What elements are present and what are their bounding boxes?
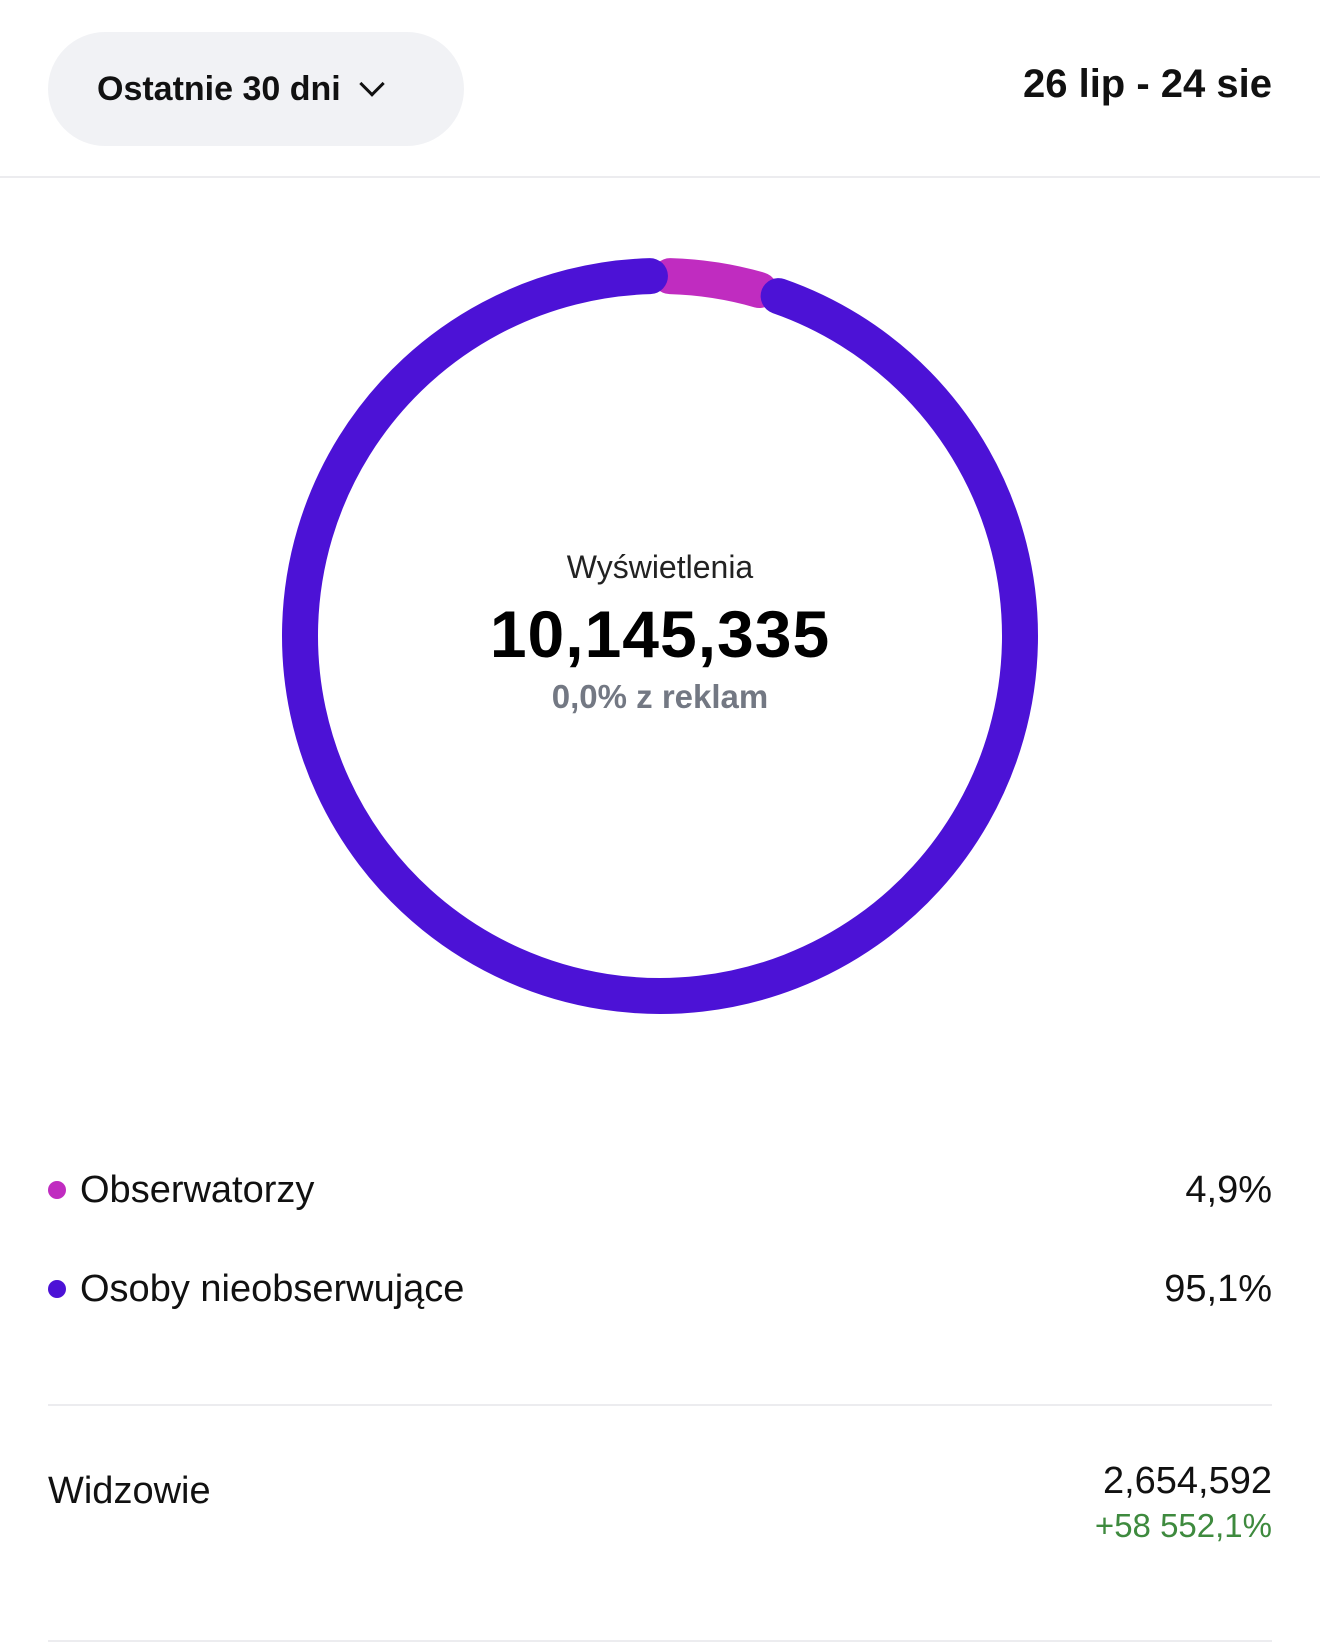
legend-value-non-followers: 95,1%: [1164, 1267, 1272, 1310]
views-label: Wyświetlenia: [566, 548, 754, 585]
donut-svg: [282, 258, 1038, 1014]
donut-segment-followers: [652, 258, 778, 309]
views-donut-chart: Wyświetlenia 10,145,335 0,0% z reklam: [278, 254, 1042, 1018]
legend-label-non-followers: Osoby nieobserwujące: [80, 1267, 465, 1310]
donut-segment-non-followers: [282, 258, 1038, 1014]
viewers-row: Widzowie 2,654,592 +58 552,1%: [48, 1460, 1272, 1545]
viewers-label: Widzowie: [48, 1470, 211, 1512]
legend-label-followers: Obserwatorzy: [80, 1168, 315, 1211]
top-bar: Ostatnie 30 dni 26 lip - 24 sie: [0, 0, 1320, 178]
legend-dot-non-followers: [48, 1280, 66, 1298]
divider: [48, 1404, 1272, 1406]
viewers-value: 2,654,592: [1102, 1460, 1272, 1502]
donut-center: Wyświetlenia 10,145,335 0,0% z reklam: [278, 254, 1042, 1018]
legend-dot-followers: [48, 1181, 66, 1199]
views-total: 10,145,335: [489, 596, 831, 671]
legend-item-non-followers: Osoby nieobserwujące 95,1%: [48, 1259, 1272, 1319]
date-range-dropdown[interactable]: Ostatnie 30 dni: [48, 32, 464, 146]
ads-share: 0,0% z reklam: [551, 677, 769, 715]
divider-bottom: [48, 1640, 1272, 1642]
legend-value-followers: 4,9%: [1185, 1168, 1272, 1211]
date-range-dropdown-label: Ostatnie 30 dni: [97, 69, 341, 108]
viewers-change: +58 552,1%: [1094, 1507, 1272, 1544]
date-range-text: 26 lip - 24 sie: [1022, 62, 1272, 106]
legend-item-followers: Obserwatorzy 4,9%: [48, 1160, 1272, 1220]
chevron-down-icon: [359, 71, 385, 97]
